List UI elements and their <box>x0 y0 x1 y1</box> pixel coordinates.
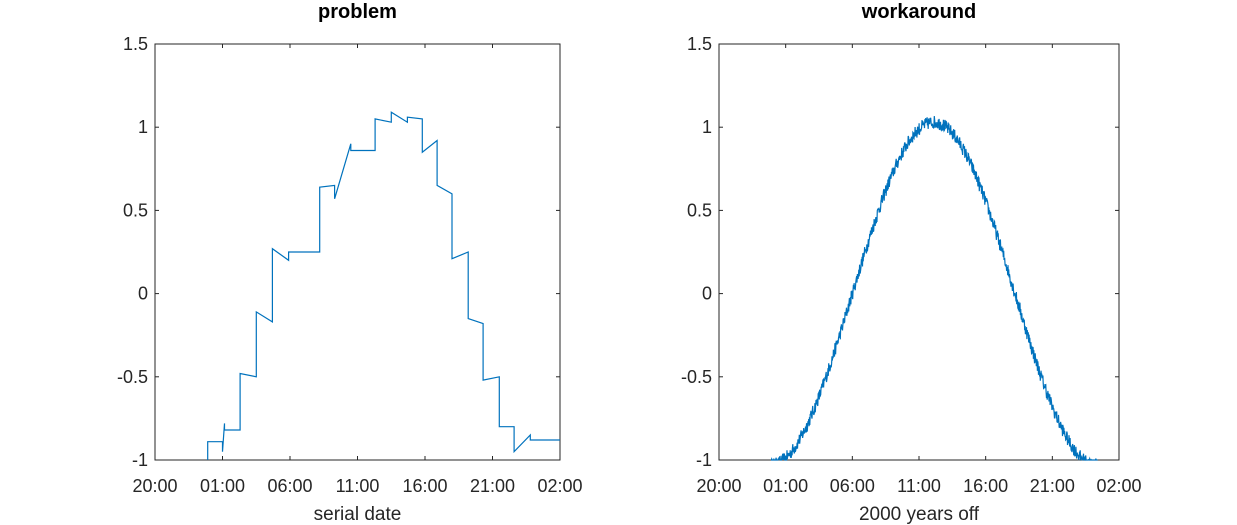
chart-1-x-tick-label: 01:00 <box>763 476 808 496</box>
chart-1-title: workaround <box>861 1 976 23</box>
chart-0-x-tick-label: 21:00 <box>470 476 515 496</box>
chart-0-series-line <box>207 111 560 460</box>
chart-1-x-axis-label: 2000 years off <box>859 504 980 525</box>
chart-1-y-tick-label: 0 <box>702 284 712 304</box>
chart-0-x-tick-label: 20:00 <box>132 476 177 496</box>
chart-panel-problem: problem serial date -1 -0.5 0 0.5 1 1.5 20:00 01:… <box>117 1 583 525</box>
chart-1-x-tick-label: 11:00 <box>897 476 941 496</box>
chart-panel-workaround: workaround 2000 years off -1 -0.5 0 0.5 1 1.5 20… <box>681 1 1142 525</box>
chart-0-x-axis-label: serial date <box>314 504 402 525</box>
chart-0-y-tick-label: 0 <box>138 284 148 304</box>
chart-1-x-tick-label: 16:00 <box>963 476 1008 496</box>
chart-0-title: problem <box>318 1 397 23</box>
chart-0-x-tick-label: 06:00 <box>267 476 312 496</box>
chart-1-x-tick-label: 02:00 <box>1096 476 1141 496</box>
chart-0-y-tick-label: 1.5 <box>123 34 148 54</box>
chart-1-y-tick-label: 1 <box>702 117 712 137</box>
chart-1-y-tick-label: 1.5 <box>687 34 712 54</box>
chart-1-y-tick-label: -1 <box>696 450 712 470</box>
chart-1-x-tick-label: 20:00 <box>696 476 741 496</box>
chart-0-y-tick-label: -1 <box>132 450 148 470</box>
chart-1-axes-box <box>718 43 1120 461</box>
chart-0-y-tick-label: 0.5 <box>123 200 148 220</box>
chart-0-y-tick-label: 1 <box>138 117 148 137</box>
chart-1-y-tick-label: -0.5 <box>681 367 712 387</box>
chart-1-series-line <box>770 116 1098 462</box>
chart-0-x-tick-label: 11:00 <box>336 476 380 496</box>
chart-0-x-tick-label: 02:00 <box>537 476 582 496</box>
chart-0-x-tick-label: 01:00 <box>200 476 245 496</box>
chart-1-x-tick-label: 06:00 <box>830 476 875 496</box>
chart-0-y-tick-label: -0.5 <box>117 367 148 387</box>
chart-0-x-tick-label: 16:00 <box>402 476 447 496</box>
chart-1-x-tick-label: 21:00 <box>1030 476 1075 496</box>
chart-1-y-tick-label: 0.5 <box>687 200 712 220</box>
